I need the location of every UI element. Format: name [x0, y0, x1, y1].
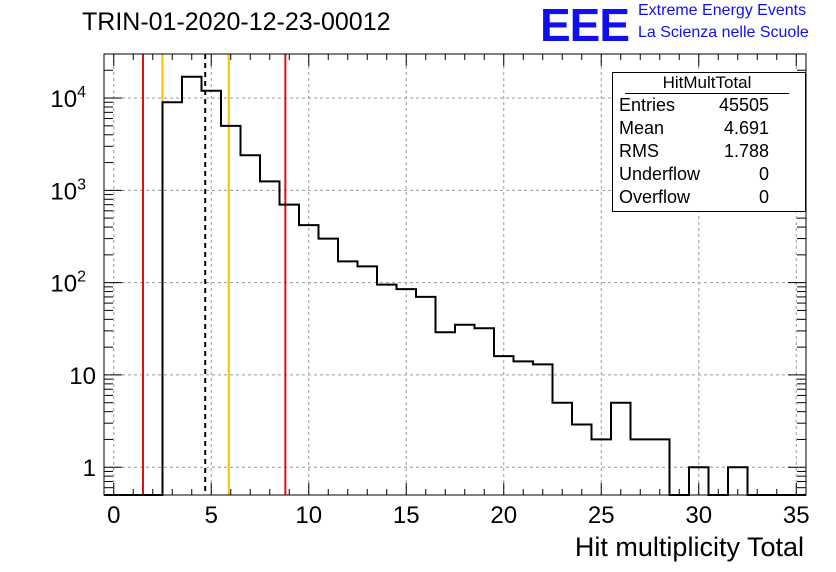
histogram-bin — [514, 361, 534, 495]
y-tick-label: 1 — [83, 455, 96, 482]
histogram-bin — [553, 403, 573, 495]
stats-key: Mean — [619, 118, 665, 138]
x-tick-label: 5 — [205, 502, 218, 529]
histogram-bin — [475, 328, 495, 495]
y-tick-label: 10 — [69, 363, 96, 390]
histogram-bin — [572, 425, 592, 495]
plot-title: TRIN-01-2020-12-23-00012 — [82, 8, 391, 36]
histogram-bin — [280, 205, 300, 495]
logo-line-1: Extreme Energy Events — [638, 2, 807, 19]
tick-labels: 0 5 10 15 20 25 30 35 1 10 102 103 104 — [50, 84, 809, 529]
stats-value: 0 — [758, 164, 769, 184]
stats-row-mean: Mean 4.691 — [613, 117, 805, 140]
x-tick-label: 15 — [393, 502, 420, 529]
eee-logo: EEE — [540, 0, 630, 51]
stats-row-overflow: Overflow 0 — [613, 186, 805, 209]
x-tick-label: 0 — [107, 502, 120, 529]
histogram-bin — [377, 285, 397, 495]
histogram-bin — [221, 126, 241, 495]
histogram-bin — [533, 364, 553, 495]
stats-value: 45505 — [718, 95, 769, 115]
x-axis-label: Hit multiplicity Total — [574, 532, 804, 562]
stats-key: Entries — [619, 95, 676, 115]
x-tick-label: 25 — [588, 502, 615, 529]
stats-row-rms: RMS 1.788 — [613, 140, 805, 163]
x-tick-label: 20 — [490, 502, 517, 529]
histogram-bin — [455, 325, 475, 495]
stats-row-entries: Entries 45505 — [613, 94, 805, 117]
y-tick-label: 102 — [50, 269, 86, 298]
stats-key: Overflow — [619, 187, 691, 207]
x-tick-label: 30 — [685, 502, 712, 529]
histogram-bin — [182, 77, 202, 495]
stats-key: RMS — [619, 141, 659, 161]
histogram-bin — [319, 239, 339, 495]
y-tick-label: 103 — [50, 176, 86, 205]
histogram-bin — [611, 403, 631, 495]
stats-value: 0 — [758, 187, 769, 207]
stats-title: HitMultTotal — [625, 73, 789, 94]
histogram-bin — [416, 297, 436, 495]
stats-box: HitMultTotal Entries 45505 Mean 4.691 RM… — [612, 72, 806, 212]
histogram-bin — [436, 332, 456, 495]
logo-line-2: La Scienza nelle Scuole — [638, 24, 809, 41]
y-tick-label: 104 — [50, 84, 86, 113]
reference-lines — [142, 54, 287, 495]
stats-value: 4.691 — [723, 118, 769, 138]
histogram-bin — [358, 266, 378, 495]
histogram-bin — [163, 102, 183, 495]
x-tick-label: 10 — [295, 502, 322, 529]
stats-key: Underflow — [619, 164, 701, 184]
stats-value: 1.788 — [723, 141, 769, 161]
stats-row-underflow: Underflow 0 — [613, 163, 805, 186]
histogram-bin — [241, 155, 261, 495]
histogram-bin — [260, 181, 280, 495]
plot-frame — [103, 53, 807, 496]
histogram-bin — [338, 261, 358, 495]
x-tick-label: 35 — [783, 502, 810, 529]
